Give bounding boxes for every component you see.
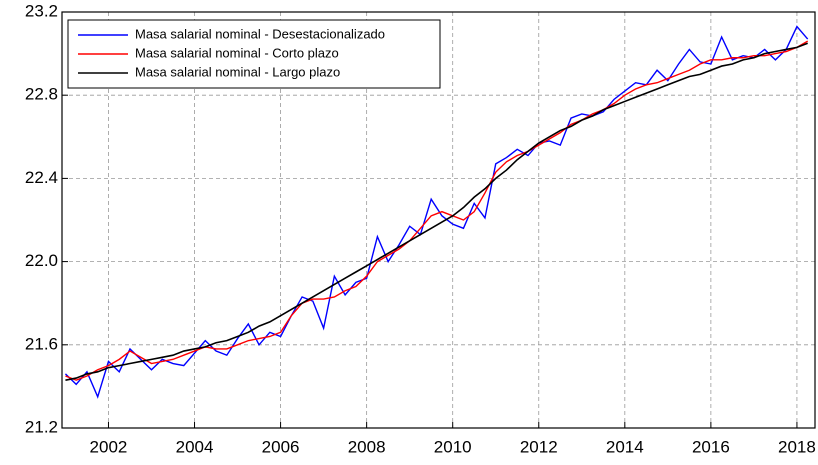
x-tick-label: 2010 <box>434 437 472 456</box>
legend-label: Masa salarial nominal - Largo plazo <box>135 64 340 79</box>
y-tick-label: 21.2 <box>25 417 58 436</box>
x-tick-label: 2002 <box>90 437 128 456</box>
x-tick-label: 2012 <box>520 437 558 456</box>
plot-frame <box>61 11 816 429</box>
series-line <box>65 42 808 381</box>
y-tick-label: 22.4 <box>25 168 58 187</box>
series-line <box>64 25 809 399</box>
x-tick-label: 2014 <box>606 437 644 456</box>
legend-box <box>67 19 441 89</box>
legend: Masa salarial nominal - Desestacionaliza… <box>67 19 441 89</box>
x-tick-label: 2004 <box>176 437 214 456</box>
y-tick-label: 21.6 <box>25 334 58 353</box>
legend-label: Masa salarial nominal - Desestacionaliza… <box>135 26 385 41</box>
y-tick-label: 22.8 <box>25 85 58 104</box>
legend-label: Masa salarial nominal - Corto plazo <box>135 45 339 60</box>
x-tick-label: 2006 <box>262 437 300 456</box>
y-tick-label: 23.2 <box>25 1 58 20</box>
x-tick-label: 2008 <box>348 437 386 456</box>
y-tick-label: 22.0 <box>25 251 58 270</box>
series-line <box>65 40 809 381</box>
x-tick-label: 2016 <box>692 437 730 456</box>
x-tick-label: 2018 <box>778 437 816 456</box>
